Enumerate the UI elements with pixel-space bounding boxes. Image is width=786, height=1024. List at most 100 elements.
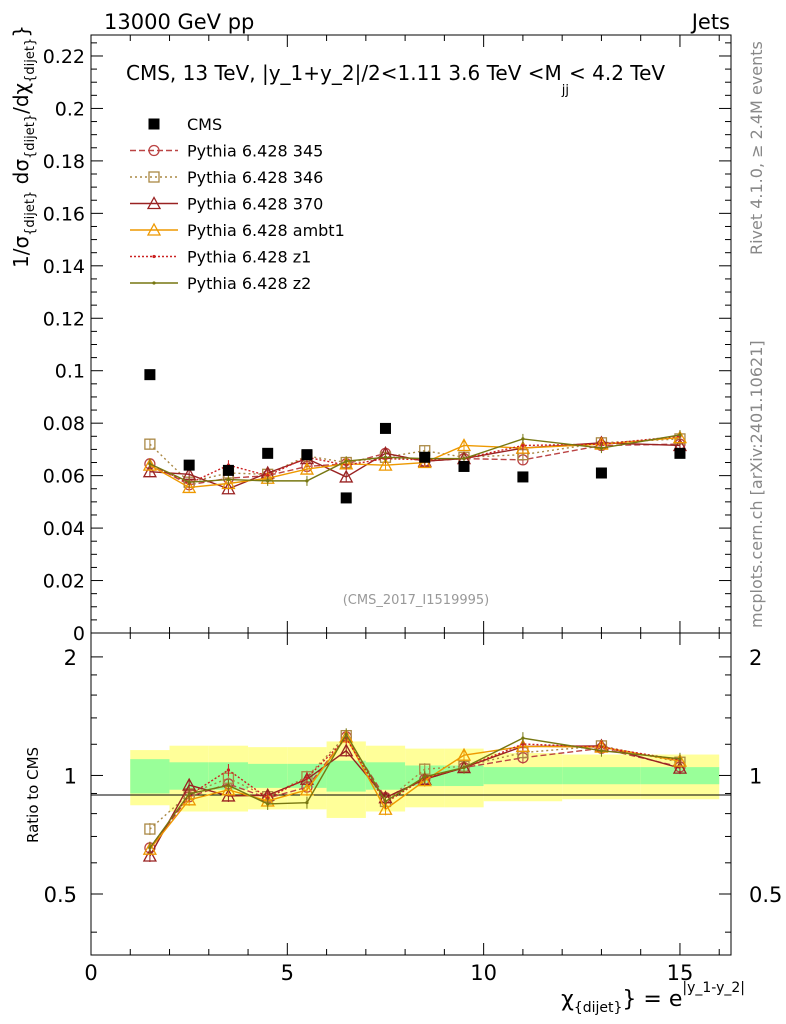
ratio-mc-marker xyxy=(344,732,348,736)
mc-marker xyxy=(515,440,530,454)
mc-marker xyxy=(339,469,354,483)
mc-marker xyxy=(378,457,393,471)
cms-data-point xyxy=(144,369,156,381)
mc-line xyxy=(149,434,681,483)
ratio-mc-marker xyxy=(515,739,530,753)
ratio-mc-marker xyxy=(672,753,688,767)
main-axis-ticks: 0 0.02 0.04 0.06 0.08 0.1 0.12 0.14 0.16 0.18 0.2 0… xyxy=(43,35,731,645)
mc-line xyxy=(149,436,681,489)
cms-data-point xyxy=(340,492,352,504)
y-tick-label: 0.08 xyxy=(43,413,85,435)
ratio-mc-marker xyxy=(339,743,354,757)
y-tick-label: 0.06 xyxy=(43,466,85,488)
legend-label: Pythia 6.428 z2 xyxy=(187,274,311,293)
y-tick-label: 0.02 xyxy=(43,571,85,593)
legend-marker xyxy=(146,196,162,210)
ratio-axis-ticks: 0.5 0.5 1 1 2 2 0 5 10 15 xyxy=(44,633,782,985)
mc-marker xyxy=(456,438,472,452)
ratio-mc-marker xyxy=(378,801,393,815)
legend-label: Pythia 6.428 370 xyxy=(187,195,323,214)
mc-marker xyxy=(182,480,197,494)
ratio-tick-label-right: 2 xyxy=(749,646,762,670)
mc-marker xyxy=(462,456,466,461)
y-axis-label: 1/σ{dijet} dσ{dijet}/dχ{dijet}} xyxy=(9,25,38,268)
y-tick-label: 0 xyxy=(73,623,85,645)
ratio-mc-marker xyxy=(678,757,682,761)
cms-data-point xyxy=(222,464,234,476)
cms-data-point xyxy=(262,447,274,459)
ratio-inner-band xyxy=(562,767,641,785)
cms-data-point xyxy=(674,447,686,459)
y-tick-label: 0.14 xyxy=(43,256,85,278)
mc-marker xyxy=(521,443,525,448)
mc-marker xyxy=(299,461,315,475)
ratio-mc-marker xyxy=(142,848,157,862)
main-panel: 0 0.02 0.04 0.06 0.08 0.1 0.12 0.14 0.16 0.18 0.2 0… xyxy=(43,34,732,645)
mc-marker xyxy=(266,474,270,478)
y-tick-label: 0.18 xyxy=(43,151,85,173)
legend-marker xyxy=(146,222,162,236)
cms-data-point xyxy=(183,459,195,471)
ratio-mc-marker xyxy=(417,773,432,787)
ratio-mc-marker xyxy=(187,792,191,796)
ratio-series-group xyxy=(142,728,688,863)
y-tick-label: 0.12 xyxy=(43,308,85,330)
mc-marker xyxy=(187,480,191,484)
y-tick-label: 0.04 xyxy=(43,518,85,540)
x-tick-label: 5 xyxy=(281,961,294,985)
cms-data-point xyxy=(595,467,607,479)
y-tick-label: 0.16 xyxy=(43,203,85,225)
cms-data-point xyxy=(419,451,431,463)
ratio-panel: 0.5 0.5 1 1 2 2 0 5 10 15 xyxy=(44,632,782,985)
mc-marker xyxy=(144,438,156,450)
ratio-mc-marker xyxy=(226,768,231,772)
header-energy-label: 13000 GeV pp xyxy=(104,10,254,34)
cms-data-point xyxy=(517,471,529,483)
ratio-mc-marker xyxy=(521,736,525,740)
mc-marker xyxy=(521,437,525,441)
ratio-mc-marker xyxy=(305,801,309,805)
ratio-inner-band xyxy=(640,767,720,785)
ratio-tick-label: 0.5 xyxy=(44,883,77,907)
mc-marker xyxy=(678,433,682,437)
y-tick-label: 0.2 xyxy=(55,98,85,120)
legend-cms-label: CMS xyxy=(187,115,222,134)
cms-data-point xyxy=(458,460,470,472)
ratio-mc-marker xyxy=(221,782,236,796)
mc-line xyxy=(149,435,681,485)
cms-data-points xyxy=(144,369,686,504)
header-jets-label: Jets xyxy=(690,10,730,34)
legend-label: Pythia 6.428 346 xyxy=(187,168,323,187)
cms-data-point xyxy=(301,449,313,461)
mc-marker xyxy=(599,446,604,450)
y-tick-label: 0.22 xyxy=(43,46,85,68)
ratio-tick-label-right: 1 xyxy=(749,764,762,788)
mc-marker xyxy=(221,476,236,490)
ratio-mc-marker xyxy=(148,846,152,850)
ratio-mc-marker xyxy=(383,799,388,804)
legend-marker xyxy=(152,254,156,259)
mc-marker xyxy=(226,477,231,482)
rivet-version-label: Rivet 4.1.0, ≥ 2.4M events xyxy=(747,41,766,255)
legend-marker xyxy=(148,171,160,183)
ratio-inner-band xyxy=(248,763,288,788)
x-tick-label: 0 xyxy=(84,961,97,985)
legend-marker xyxy=(152,281,156,285)
mc-marker xyxy=(148,462,152,466)
mc-marker xyxy=(344,459,348,463)
mc-marker xyxy=(266,479,270,483)
ratio-tick-label-right: 0.5 xyxy=(749,883,782,907)
ratio-mc-marker xyxy=(462,765,466,770)
ratio-mc-line xyxy=(149,735,681,850)
ratio-mc-line xyxy=(149,737,681,849)
legend-label: Pythia 6.428 345 xyxy=(187,142,323,161)
legend-label: Pythia 6.428 ambt1 xyxy=(187,221,345,240)
mcplots-label: mcplots.cern.ch [arXiv:2401.10621] xyxy=(747,340,766,628)
ratio-mc-marker xyxy=(305,776,309,780)
ratio-mc-marker xyxy=(423,775,427,779)
ratio-mc-marker xyxy=(672,760,688,774)
ratio-mc-line xyxy=(149,732,681,849)
y-tick-label: 0.1 xyxy=(55,361,85,383)
mc-marker xyxy=(383,455,388,459)
